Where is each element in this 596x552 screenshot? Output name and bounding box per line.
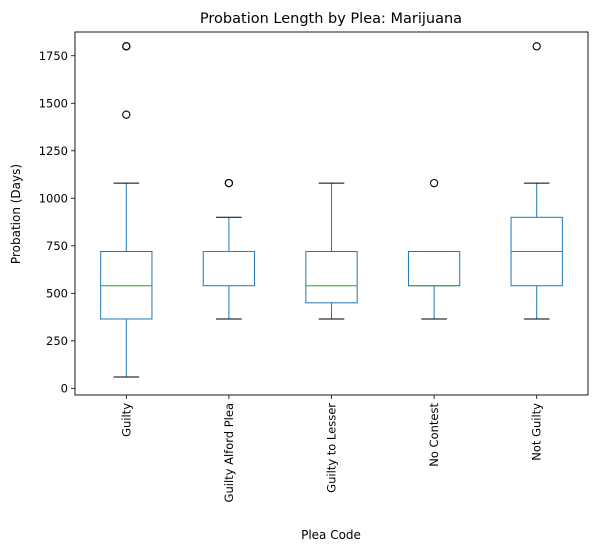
y-tick-label: 1750 — [39, 49, 68, 63]
iqr-box — [407, 251, 461, 287]
y-tick-label: 750 — [46, 239, 68, 253]
x-tick-label: Guilty Alford Plea — [222, 403, 236, 502]
outlier-point — [429, 178, 439, 188]
outlier-point — [122, 110, 131, 119]
y-tick-label: 1500 — [39, 96, 68, 110]
x-tick-label: Guilty — [119, 403, 133, 437]
y-tick-label: 1250 — [39, 144, 68, 158]
y-tick-label: 1000 — [39, 191, 68, 205]
plot-area: 0 250 500 750 1000 1250 1500 1750 Guilty Guilty A… — [39, 31, 589, 502]
x-tick-label: Guilty to Lesser — [325, 403, 339, 493]
y-tick-label: 500 — [46, 286, 68, 300]
outlier-point — [532, 42, 541, 51]
outlier-point — [122, 42, 131, 51]
plot-frame — [74, 31, 589, 396]
iqr-box — [305, 251, 358, 304]
y-axis-label: Probation (Days) — [9, 164, 23, 264]
x-axis-label: Plea Code — [301, 528, 361, 542]
outlier-point — [224, 178, 234, 188]
chart-title: Probation Length by Plea: Marijuana — [200, 11, 462, 27]
y-tick-label: 250 — [46, 334, 68, 348]
y-tick-label: 0 — [61, 381, 68, 395]
x-tick-label: No Contest — [427, 403, 441, 467]
iqr-box — [202, 251, 256, 287]
x-tick-label: Not Guilty — [530, 403, 544, 461]
